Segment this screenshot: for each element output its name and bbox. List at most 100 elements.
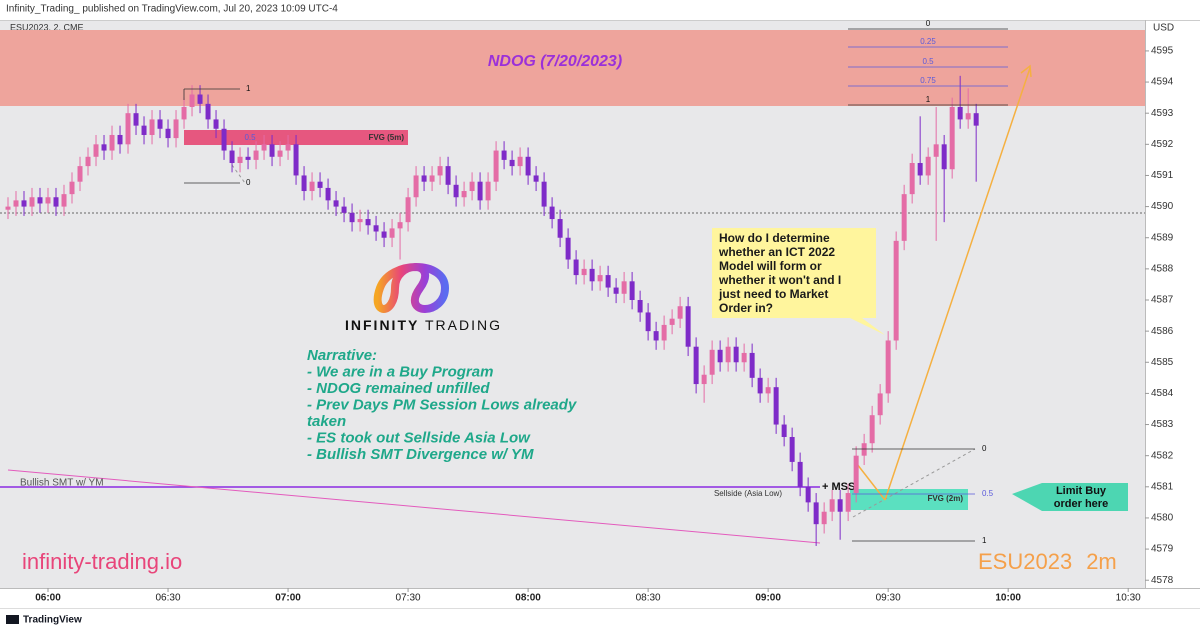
y-tick-label: 4579	[1151, 544, 1174, 555]
candle-body	[861, 443, 867, 456]
candle-body	[509, 159, 515, 167]
candle-body	[909, 163, 915, 195]
candle-body	[341, 206, 347, 213]
fib-label: 0	[982, 444, 987, 453]
candle-body	[437, 166, 443, 176]
candle-body	[229, 150, 235, 164]
candle-body	[813, 502, 819, 525]
candle-body	[525, 156, 531, 176]
candle-body	[501, 150, 507, 160]
narrative-line: - NDOG remained unfilled	[307, 380, 490, 397]
candle-body	[693, 346, 699, 385]
watermark-interval: 2m	[1086, 549, 1117, 574]
brand-word: INFINITY	[345, 317, 419, 333]
candle-body	[901, 194, 907, 241]
candle-body	[869, 415, 875, 444]
candle-body	[829, 499, 835, 512]
candle-body	[237, 156, 243, 164]
candle-body	[205, 103, 211, 120]
projection-arrow	[1020, 64, 1032, 78]
candle-body	[29, 197, 35, 207]
candle-body	[445, 166, 451, 185]
x-tick-label: 08:30	[636, 593, 661, 604]
brand-word: TRADING	[425, 317, 502, 333]
y-tick-label: 4589	[1151, 232, 1174, 243]
sellside-label: Sellside (Asia Low)	[714, 489, 782, 498]
projection-line	[884, 67, 1031, 501]
candle-body	[109, 134, 115, 151]
narrative-line: taken	[307, 413, 346, 430]
candle-body	[877, 393, 883, 416]
candle-body	[389, 228, 395, 238]
candle-body	[173, 119, 179, 139]
fib-label: 1	[982, 536, 987, 545]
fvg-5m-label: FVG (5m)	[368, 133, 404, 142]
fib-trend-line-left	[231, 164, 246, 184]
narrative-line: - Prev Days PM Session Lows already	[307, 396, 577, 413]
candle-body	[429, 175, 435, 182]
y-tick-label: 4595	[1151, 46, 1174, 57]
y-tick-label: 4584	[1151, 388, 1174, 399]
candle-body	[253, 150, 259, 160]
candle-body	[13, 200, 19, 207]
question-callout	[712, 228, 885, 335]
x-tick-label: 09:30	[876, 593, 901, 604]
candle-body	[661, 324, 667, 341]
candle-body	[933, 144, 939, 157]
candle-body	[533, 175, 539, 182]
x-tick-label: 07:30	[396, 593, 421, 604]
candle-body	[605, 275, 611, 288]
fib-label: 0.75	[920, 76, 936, 85]
fib-label: 0.25	[920, 37, 936, 46]
limit-line: Limit Buy	[1056, 485, 1107, 497]
y-tick-label: 4594	[1151, 77, 1174, 88]
y-tick-label: 4581	[1151, 481, 1174, 492]
candle-body	[893, 240, 899, 341]
fib-label: 0.5	[982, 489, 994, 498]
candle-body	[261, 144, 267, 151]
candle-body	[885, 340, 891, 394]
candle-body	[757, 377, 763, 394]
candle-body	[669, 318, 675, 325]
candle-body	[453, 184, 459, 198]
candle-body	[365, 219, 371, 226]
candle-body	[789, 436, 795, 462]
candle-body	[725, 346, 731, 363]
y-tick-label: 4587	[1151, 295, 1174, 306]
fib-label: 1	[246, 84, 251, 93]
y-tick-label: 4586	[1151, 326, 1174, 337]
candle-body	[77, 166, 83, 182]
question-line: just need to Market	[718, 287, 828, 301]
fvg-2m-label: FVG (2m)	[927, 494, 963, 503]
fvg-5m-mid: 0.5	[244, 133, 256, 142]
candle-body	[197, 94, 203, 104]
limit-callout	[1012, 483, 1128, 511]
symbol-watermark: ESU2023 2m	[978, 549, 1117, 574]
candle-body	[925, 156, 931, 176]
candle-body	[189, 94, 195, 107]
candle-body	[101, 144, 107, 151]
symbol-label: ESU2023, 2, CME	[10, 22, 84, 32]
footer-brand: TradingView	[23, 615, 82, 626]
candle-body	[685, 306, 691, 347]
candle-body	[37, 197, 43, 204]
y-tick-label: 4582	[1151, 450, 1174, 461]
fib-label: 0.5	[922, 57, 934, 66]
candle-body	[397, 222, 403, 229]
watermark-symbol: ESU2023	[978, 549, 1072, 574]
candle-body	[573, 259, 579, 276]
published-note: Infinity_Trading_ published on TradingVi…	[6, 4, 338, 15]
narrative: Narrative:- We are in a Buy Program- NDO…	[307, 347, 577, 463]
candle-body	[269, 144, 275, 157]
ndog-zone	[0, 30, 1145, 106]
candle-body	[797, 461, 803, 487]
candle-body	[973, 113, 979, 126]
x-tick-label: 08:00	[515, 593, 541, 604]
y-tick-label: 4583	[1151, 419, 1174, 430]
ndog-label: NDOG (7/20/2023)	[488, 53, 622, 70]
candle-body	[381, 231, 387, 238]
fib-label: 1	[926, 95, 931, 104]
fib-label: 0	[926, 19, 931, 28]
